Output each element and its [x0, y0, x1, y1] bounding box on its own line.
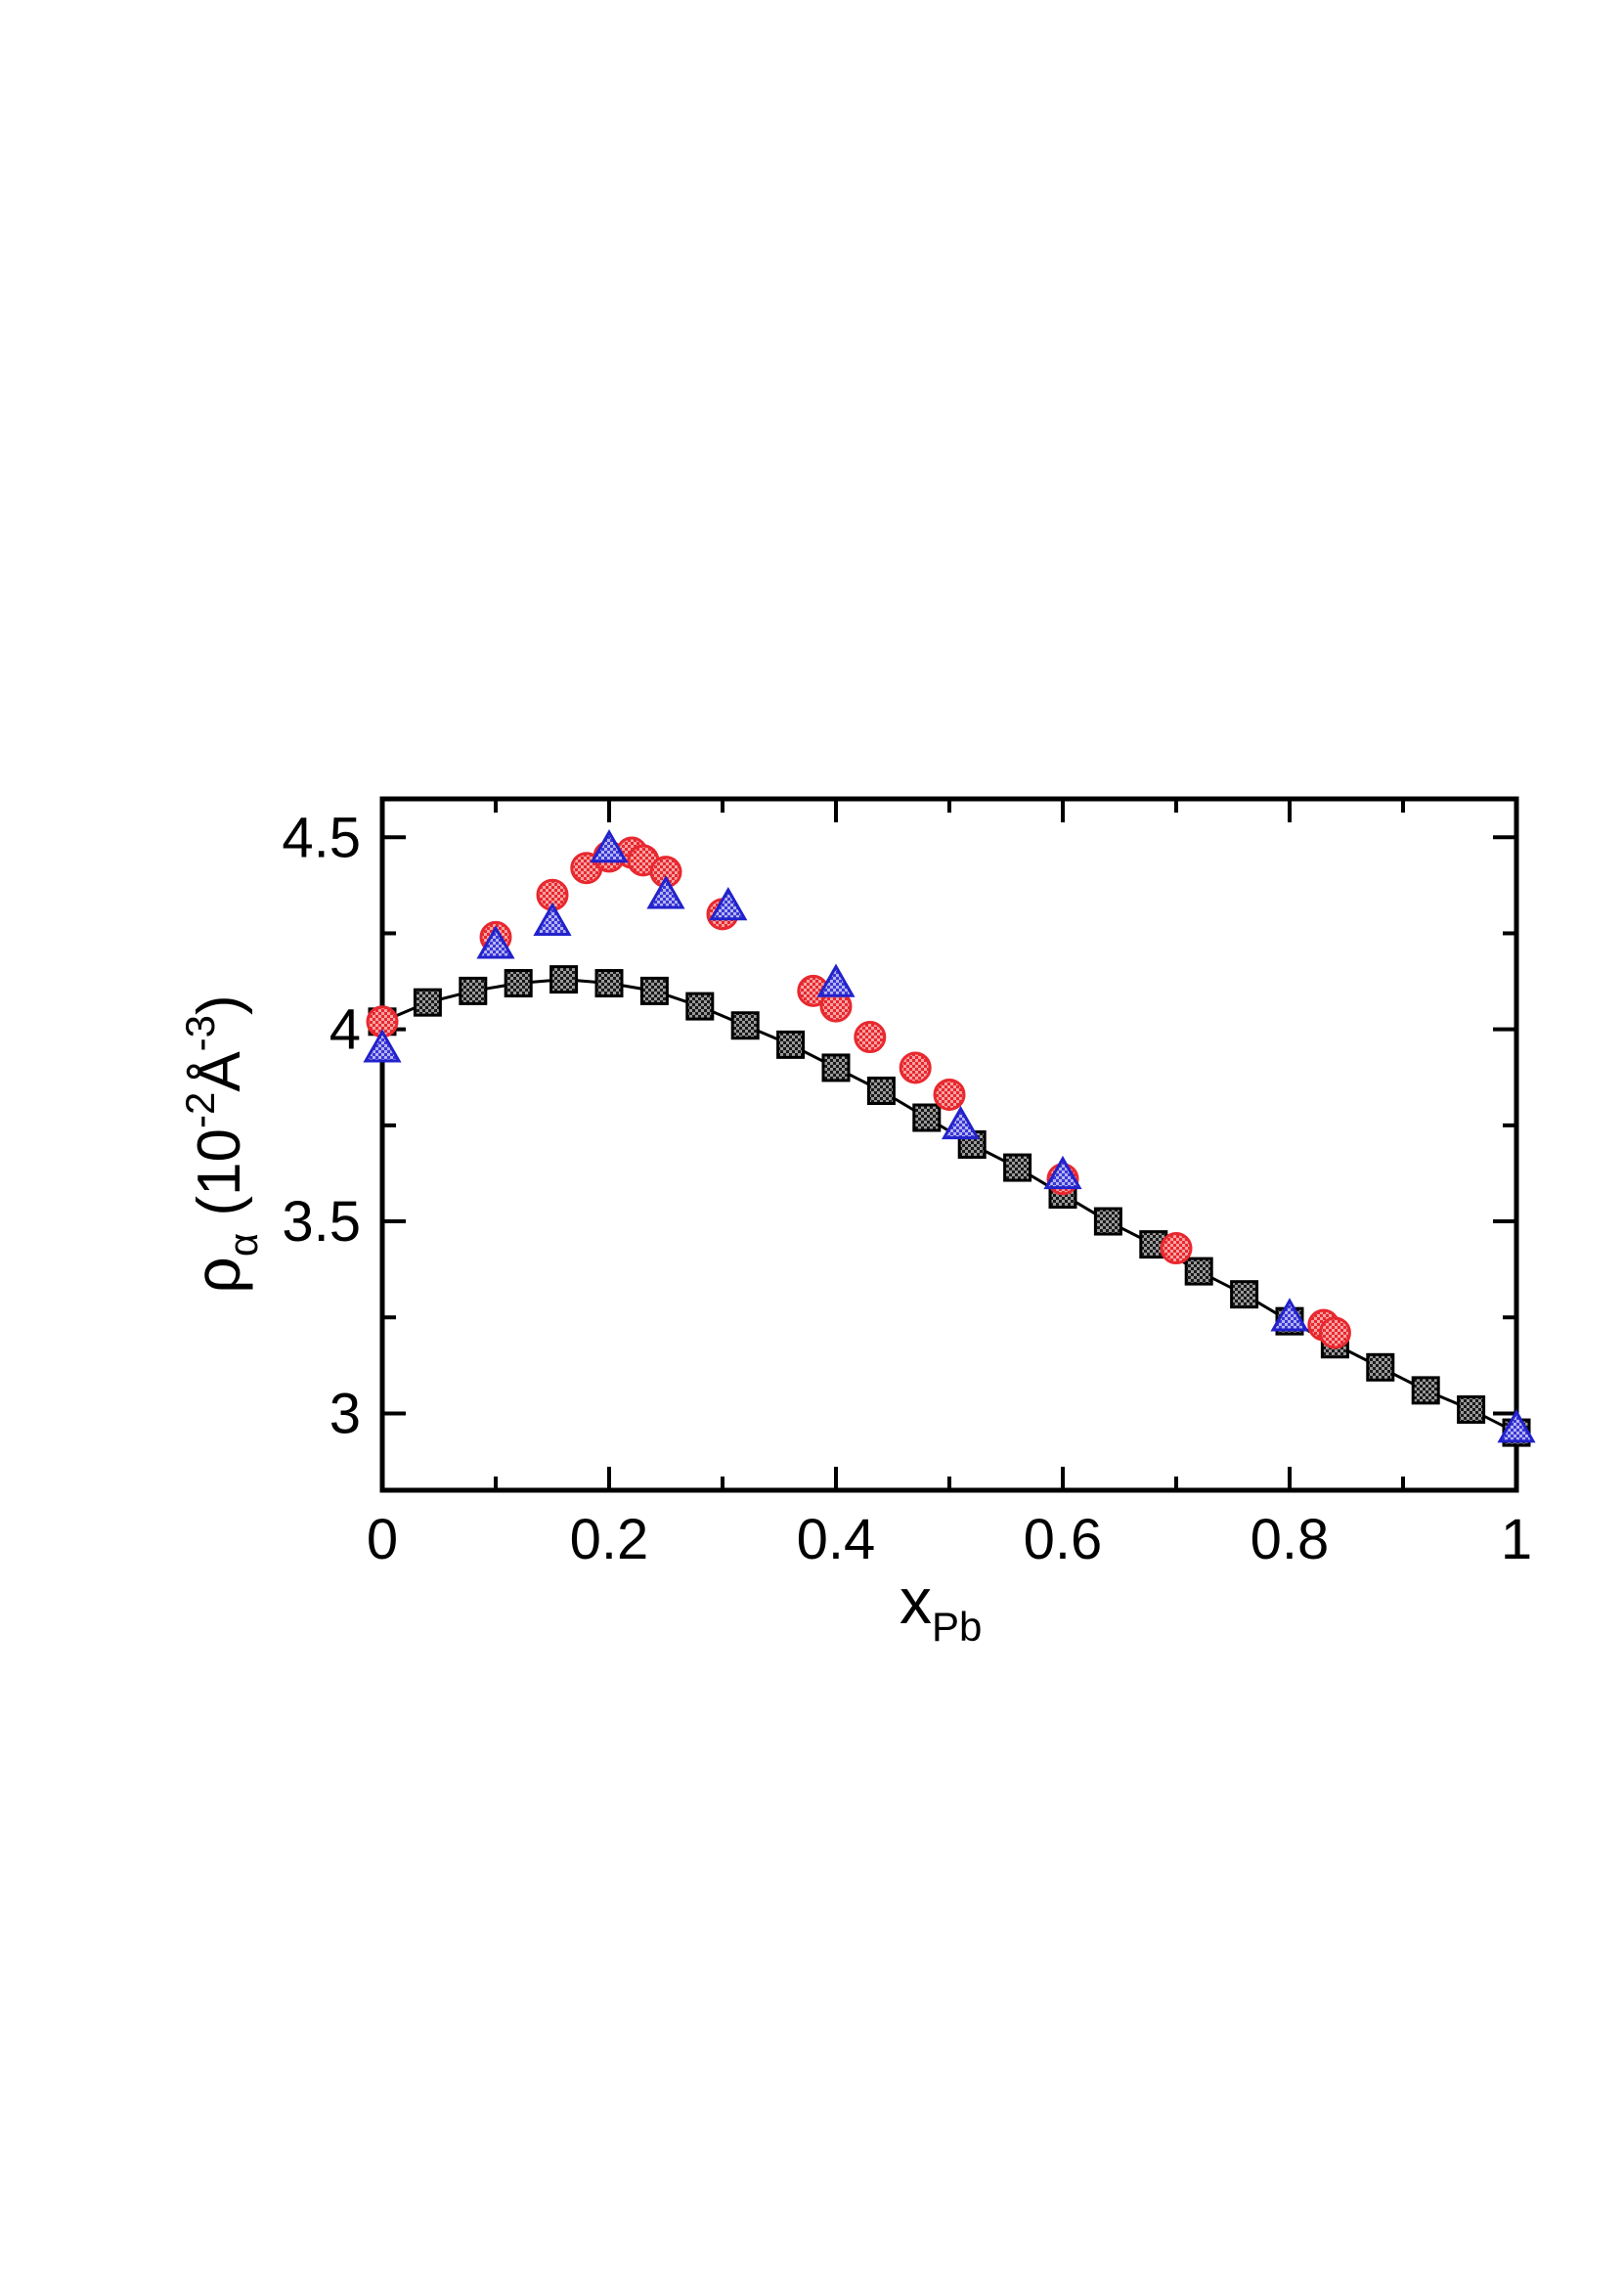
y-tick-label: 3 — [329, 1382, 361, 1445]
data-point-triangle — [533, 902, 572, 936]
data-point-circle — [854, 1021, 887, 1054]
y-axis-title: ρα (10-2Å-3) — [177, 994, 266, 1293]
x-tick-label: 0.4 — [797, 1508, 876, 1571]
x-tick-label: 0.6 — [1024, 1508, 1103, 1571]
data-point-square — [639, 976, 669, 1005]
y-tick-labels: 3 3.5 4 4.5 — [282, 806, 361, 1445]
data-point-triangle — [942, 1105, 981, 1140]
data-point-circle — [933, 1078, 966, 1111]
x-tick-label: 0.8 — [1251, 1508, 1330, 1571]
data-point-square — [776, 1030, 806, 1059]
data-point-square — [821, 1053, 851, 1082]
data-point-square — [685, 992, 715, 1021]
y-tick-label: 4 — [329, 998, 361, 1062]
data-point-triangle — [590, 829, 629, 863]
series-layer — [363, 829, 1536, 1447]
data-point-square — [1184, 1257, 1213, 1286]
data-point-circle — [1318, 1316, 1351, 1349]
y-tick-label: 3.5 — [282, 1190, 361, 1254]
series-triangle — [363, 829, 1536, 1443]
data-point-triangle — [646, 875, 685, 909]
data-point-square — [413, 988, 442, 1017]
data-point-circle — [1160, 1232, 1193, 1265]
data-point-square — [730, 1011, 760, 1040]
data-point-square — [866, 1077, 896, 1106]
data-point-triangle — [1043, 1155, 1082, 1190]
x-tick-label: 0.2 — [570, 1508, 649, 1571]
data-point-square — [1003, 1153, 1032, 1182]
x-tick-labels: 0 0.2 0.4 0.6 0.8 1 — [367, 1508, 1532, 1571]
data-point-triangle — [363, 1029, 402, 1063]
data-point-square — [912, 1103, 942, 1132]
data-point-square — [1230, 1280, 1259, 1309]
series-square — [368, 965, 1531, 1447]
plot-area — [363, 796, 1536, 1493]
data-point-square — [549, 965, 579, 994]
data-point-square — [504, 969, 533, 998]
data-point-square — [1093, 1207, 1122, 1236]
data-point-triangle — [1497, 1409, 1536, 1443]
x-axis-title: xPb — [900, 1565, 982, 1650]
data-point-triangle — [476, 925, 515, 959]
data-point-square — [459, 976, 488, 1005]
data-point-triangle — [1270, 1298, 1309, 1332]
data-point-square — [1457, 1395, 1486, 1425]
y-tick-label: 4.5 — [282, 806, 361, 869]
axis-ticks — [380, 799, 1518, 1490]
data-point-square — [1411, 1376, 1440, 1405]
data-point-square — [1366, 1352, 1395, 1382]
x-tick-label: 1 — [1501, 1508, 1532, 1571]
data-point-circle — [899, 1051, 932, 1084]
data-point-square — [594, 969, 624, 998]
data-point-triangle — [816, 963, 856, 997]
series-line — [381, 978, 1517, 1434]
data-point-triangle — [709, 886, 748, 921]
x-tick-label: 0 — [367, 1508, 398, 1571]
series-circle — [366, 836, 1351, 1349]
